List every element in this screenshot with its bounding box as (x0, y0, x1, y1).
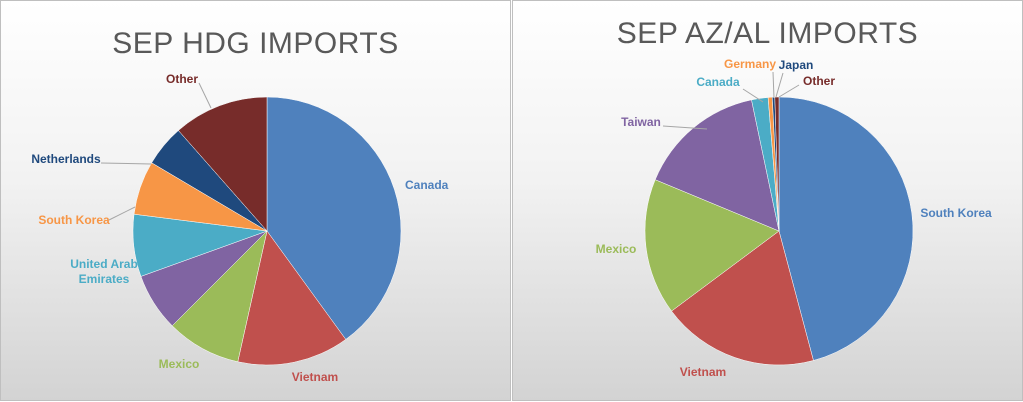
data-label-germany: Germany (724, 57, 776, 71)
leader-line-netherlands (100, 162, 152, 165)
data-label-canada: Canada (405, 178, 449, 192)
azal-pie-chart: South Korea Vietnam Mexico Taiwan Canada Germ… (596, 57, 992, 379)
data-label-taiwan: Taiwan (621, 115, 661, 129)
hdg-imports-panel: SEP HDG IMPORTS Canada Vietnam Mexico Unite… (0, 0, 511, 401)
data-label-japan: Japan (779, 58, 814, 72)
data-label-other: Other (166, 72, 198, 86)
leader-line-other (778, 84, 800, 98)
data-label-south-korea: South Korea (38, 213, 110, 227)
hdg-pie-chart: Canada Vietnam Mexico United Arab Emirates So… (31, 72, 449, 384)
leader-line-other (198, 82, 212, 109)
leader-line-canada (742, 88, 764, 103)
data-label-mexico: Mexico (596, 242, 637, 256)
data-label-other: Other (803, 74, 835, 88)
leader-line-japan (775, 72, 784, 98)
data-label-vietnam: Vietnam (292, 370, 338, 384)
leader-line-south-korea (108, 206, 136, 221)
data-label-south-korea: South Korea (920, 206, 992, 220)
slice-other (178, 96, 268, 232)
leader-line-germany (772, 71, 775, 99)
slice-other (774, 96, 780, 232)
slice-canada (266, 96, 402, 340)
chart-title: SEP AZ/AL IMPORTS (616, 17, 919, 50)
chart-title: SEP HDG IMPORTS (112, 27, 399, 60)
leader-line-taiwan (662, 125, 708, 130)
slice-vietnam (237, 230, 347, 366)
slice-vietnam (671, 230, 814, 366)
data-label-mexico: Mexico (159, 357, 200, 371)
slice-mexico (644, 179, 780, 312)
data-label-netherlands: Netherlands (31, 152, 101, 166)
slice-south-korea (778, 96, 914, 361)
data-label-united-arab-emirates: United Arab Emirates (70, 257, 138, 286)
data-label-canada: Canada (696, 75, 740, 89)
azal-imports-panel: SEP AZ/AL IMPORTS South Korea Vietnam Mexi… (512, 0, 1023, 401)
data-label-vietnam: Vietnam (680, 365, 726, 379)
